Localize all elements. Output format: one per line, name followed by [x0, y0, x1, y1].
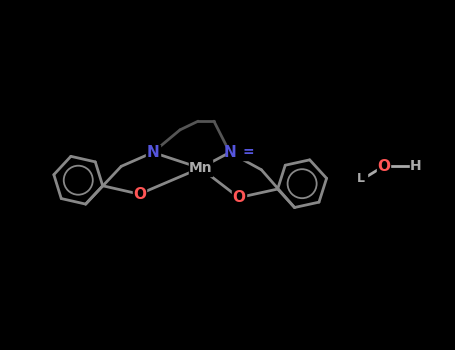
Bar	[355, 172, 367, 185]
Text: O: O	[377, 159, 390, 174]
Text: L: L	[357, 172, 365, 185]
Text: O: O	[233, 190, 245, 205]
Bar	[410, 160, 421, 173]
Text: N: N	[223, 145, 236, 160]
Text: =: =	[242, 146, 254, 160]
Text: O: O	[133, 187, 146, 202]
Bar	[189, 160, 212, 176]
Text: Mn: Mn	[188, 161, 212, 175]
Bar	[132, 187, 146, 201]
Bar	[377, 159, 390, 174]
Text: N: N	[147, 145, 159, 160]
Bar	[232, 190, 246, 205]
Text: H: H	[410, 159, 421, 173]
Bar	[227, 145, 251, 160]
Bar	[146, 145, 160, 160]
